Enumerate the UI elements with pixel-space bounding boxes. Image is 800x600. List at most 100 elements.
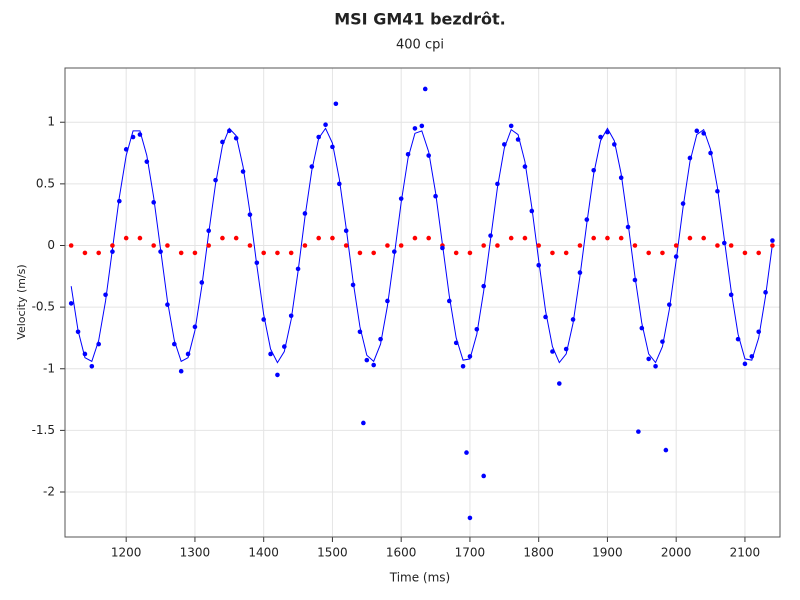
x-tick-label: 1800 [523,546,554,560]
point [89,363,95,369]
point [151,200,156,205]
x-tick-label: 1500 [317,546,348,560]
point [178,368,184,374]
point [158,249,163,254]
point [663,447,669,453]
point [584,217,590,222]
point [247,212,253,217]
point [213,177,218,183]
fit-line [70,127,773,364]
point [495,181,500,187]
point [694,128,700,134]
point [316,235,321,241]
point [632,243,638,248]
y-tick-label: -1 [43,361,55,375]
point [103,292,108,298]
y-tick-label: 1 [47,115,55,129]
point [412,235,418,241]
point [687,235,693,241]
point [577,270,583,275]
point [460,363,466,369]
point [426,235,431,241]
point [715,243,720,248]
point [522,235,528,241]
point [330,144,335,150]
point [557,381,562,386]
point [165,302,170,307]
point [151,243,156,248]
chart-subtitle: 400 cpi [396,38,444,53]
point [636,429,641,434]
point [625,224,631,230]
point [371,362,376,368]
x-tick-label: 1200 [111,546,142,560]
point [618,235,624,241]
point [165,243,170,248]
point [192,324,198,330]
point [708,150,713,156]
point [563,346,569,352]
point [323,122,328,127]
point [137,235,143,241]
point [550,349,555,354]
point [275,250,280,256]
point [419,123,425,129]
point [440,245,445,251]
point [563,250,569,256]
point [233,135,239,141]
point [316,134,321,140]
point [653,363,658,369]
point [333,101,339,107]
point [618,175,624,181]
point [343,243,349,248]
x-tick-label: 1700 [455,546,486,560]
point [687,155,693,161]
point [144,159,150,164]
point [495,243,500,248]
x-axis-label: Time (ms) [389,571,451,585]
x-tick-label: 1300 [180,546,211,560]
point [206,243,211,248]
point [756,329,761,335]
point [240,169,246,174]
point [701,131,706,136]
x-tick-label: 1600 [386,546,417,560]
point [481,243,486,248]
point [543,314,548,320]
point [488,233,493,238]
point [302,211,308,216]
point [722,240,727,246]
point [110,249,115,254]
chart-title: MSI GM41 bezdrôt. [334,10,506,29]
point [385,298,390,304]
point [227,128,232,134]
point [185,351,191,357]
point [598,134,603,140]
point [680,201,686,206]
point [701,235,706,241]
point [378,336,383,342]
point [756,250,761,256]
point [123,147,129,152]
point [343,228,349,234]
point [474,327,480,332]
point [612,142,617,147]
point [288,250,294,256]
point [667,302,672,307]
point [502,142,507,147]
y-tick-label: -2 [43,485,55,499]
y-tick-label: -0.5 [32,300,55,314]
point [220,139,225,145]
point [591,235,596,241]
point [361,420,366,426]
point [605,129,610,135]
point [467,515,473,521]
point [282,344,287,349]
point [233,235,239,241]
point [508,123,514,129]
point [82,250,88,256]
point [577,243,583,248]
y-tick-label: -1.5 [32,423,55,437]
point [426,153,431,158]
